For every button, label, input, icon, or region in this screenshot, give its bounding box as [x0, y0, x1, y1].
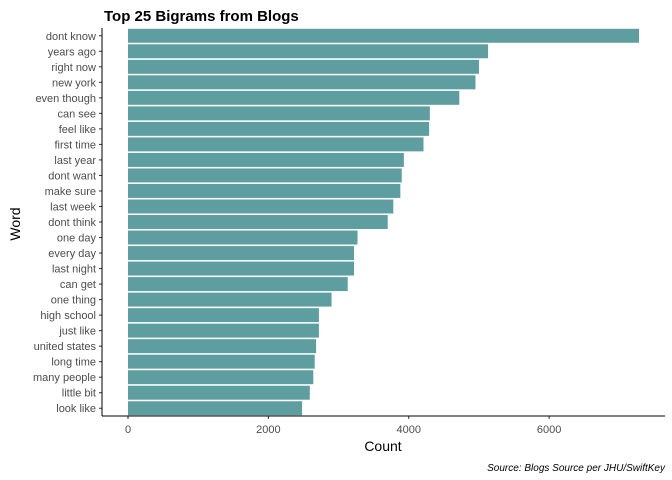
bar: [128, 308, 319, 323]
y-tick-label: high school: [40, 310, 96, 322]
bar: [128, 323, 319, 338]
bar: [128, 230, 358, 245]
bar: [128, 183, 401, 198]
bar: [128, 277, 348, 292]
y-tick-label: can get: [60, 279, 96, 291]
x-ticks: 0 2000 4000 6000: [125, 416, 561, 436]
y-tick-label: every day: [48, 248, 96, 260]
bar: [128, 401, 303, 416]
bar: [128, 121, 430, 136]
bar: [128, 370, 314, 385]
y-tick-label: many people: [33, 372, 96, 384]
y-tick-label: one thing: [51, 295, 96, 307]
bars-group: [128, 28, 639, 416]
y-tick-label: dont want: [48, 170, 96, 182]
bar: [128, 90, 460, 105]
bar: [128, 44, 489, 59]
y-tick-label: first time: [54, 139, 96, 151]
chart-title: Top 25 Bigrams from Blogs: [104, 8, 299, 25]
y-tick-label: right now: [51, 62, 96, 74]
y-tick-label: even though: [35, 93, 96, 105]
bar: [128, 106, 430, 121]
y-tick-label: united states: [34, 341, 97, 353]
y-tick-label: can see: [57, 108, 96, 120]
bar: [128, 199, 394, 214]
y-tick-label: new york: [52, 77, 97, 89]
y-tick-label: years ago: [48, 46, 96, 58]
bar: [128, 246, 355, 261]
y-tick-label: little bit: [62, 388, 96, 400]
bar: [128, 354, 315, 369]
bar: [128, 137, 424, 152]
bar: [128, 168, 402, 183]
x-tick-label: 4000: [397, 424, 421, 436]
bar: [128, 75, 476, 90]
y-tick-label: dont think: [48, 217, 96, 229]
y-axis-title: Word: [7, 207, 23, 240]
y-tick-label: make sure: [45, 186, 96, 198]
x-tick-label: 2000: [256, 424, 280, 436]
y-tick-label: dont know: [46, 31, 96, 43]
y-tick-labels: dont know years ago right now new york even …: [33, 31, 102, 415]
y-tick-label: long time: [51, 357, 96, 369]
x-tick-label: 6000: [537, 424, 561, 436]
y-tick-label: last week: [50, 201, 96, 213]
y-tick-label: last night: [52, 264, 96, 276]
chart-caption: Source: Blogs Source per JHU/SwiftKey: [487, 463, 666, 474]
x-tick-label: 0: [125, 424, 131, 436]
bar: [128, 59, 479, 74]
bar: [128, 28, 639, 43]
y-tick-label: just like: [58, 326, 96, 338]
bar: [128, 215, 388, 229]
bar: [128, 385, 310, 400]
y-tick-label: last year: [54, 155, 96, 167]
y-tick-label: feel like: [59, 124, 96, 136]
x-axis-title: Count: [364, 438, 401, 454]
bar: [128, 261, 355, 276]
bar: [128, 152, 404, 167]
bar: [128, 292, 332, 307]
y-tick-label: one day: [57, 233, 97, 245]
bar: [128, 339, 317, 354]
y-tick-label: look like: [56, 403, 96, 415]
